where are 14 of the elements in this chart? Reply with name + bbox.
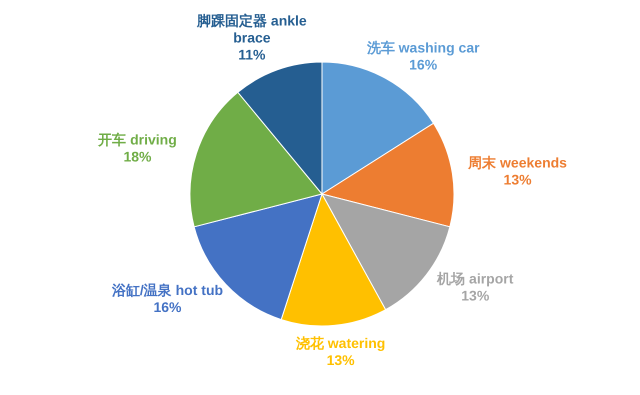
slice-label: 浇花 watering bbox=[294, 335, 386, 352]
data-label: 18% bbox=[123, 148, 152, 164]
data-label: 13% bbox=[326, 352, 356, 368]
data-label: 16% bbox=[153, 299, 182, 316]
data-label: 13% bbox=[504, 171, 532, 188]
slice-label: 机场 airport bbox=[436, 270, 514, 286]
data-label: 11% bbox=[238, 46, 266, 62]
slice-label: 开车 driving bbox=[97, 131, 177, 148]
data-label: 13% bbox=[461, 287, 490, 304]
slice-label: 浴缸/温泉 hot tub bbox=[110, 282, 224, 298]
slice-label: 周末 weekends bbox=[467, 154, 568, 170]
data-label: 16% bbox=[409, 56, 438, 73]
slice-label: 洗车 washing car bbox=[366, 40, 480, 56]
slice-label: 脚踝固定器 ankle brace bbox=[196, 12, 307, 46]
